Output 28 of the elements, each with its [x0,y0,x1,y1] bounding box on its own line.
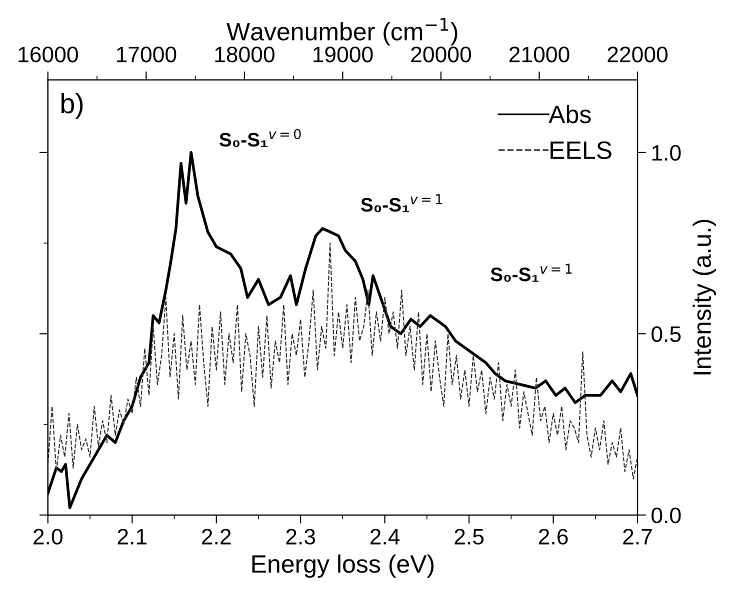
y-axis-title: Intensity (a.u.) [692,220,716,374]
x-tick-label: 2.3 [286,528,316,545]
x-tick-label: 2.4 [370,528,400,544]
annotation: S₀-S₁$^{v=0}$ [219,128,301,148]
annotation: b) [61,92,83,119]
x2-tick-label: 16000 [18,46,78,62]
line-series [48,242,638,480]
legend-label: Abs [548,104,591,124]
x-tick-label: 2.1 [118,528,146,544]
x2-tick-label: 19000 [314,46,373,62]
y-tick-label: 1.0 [652,144,681,161]
x-tick-label: 2.2 [202,528,231,544]
legend-label: EELS [550,141,612,160]
y-tick-label: 0.5 [652,326,681,342]
x2-tick-label: 20000 [411,46,472,62]
x2-tick-label: 21000 [509,46,570,62]
x2-tick-label: 22000 [608,46,668,62]
x2-axis-title: Wavenumber (cm$^{−1}$) [226,18,458,46]
x2-tick-label: 18000 [215,46,274,62]
x-tick-label: 2.7 [623,528,652,544]
annotation: S₀-S₁$^{v=1}$ [490,264,572,282]
x-axis-title: Energy loss (eV) [252,554,434,578]
x-tick-label: 2.6 [538,528,568,545]
x-tick-label: 2.5 [454,528,484,545]
annotation: S₀-S₁$^{v=1}$ [360,194,442,212]
y-tick-label: 0.0 [652,508,681,524]
x2-tick-label: 17000 [116,46,176,62]
x-tick-label: 2.0 [34,528,62,545]
